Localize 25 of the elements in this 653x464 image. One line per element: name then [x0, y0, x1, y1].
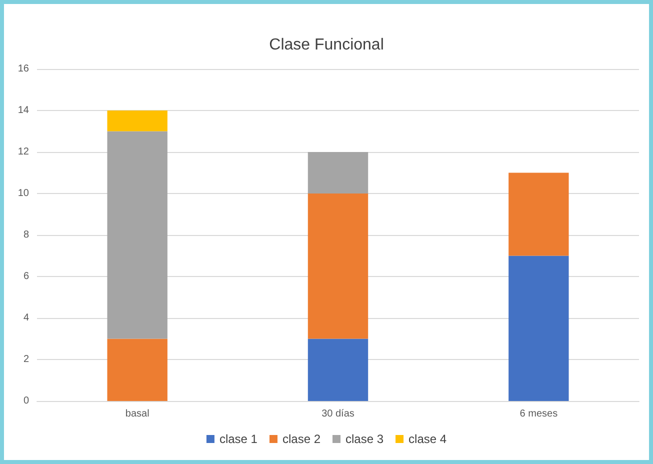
bar: [308, 152, 368, 194]
bar: [308, 338, 368, 401]
y-tick-label: 2: [23, 354, 30, 365]
legend-label: clase 3: [346, 432, 384, 446]
y-tick-label: 0: [23, 396, 30, 406]
bar: [508, 172, 569, 256]
y-tick-label: 6: [23, 271, 30, 282]
legend-label: clase 4: [408, 432, 447, 446]
bar: [107, 338, 168, 401]
y-tick-label: 12: [18, 146, 30, 158]
y-tick-label: 4: [23, 312, 30, 324]
bar: [508, 256, 569, 401]
y-tick-label: 10: [18, 188, 30, 199]
y-tick-label: 8: [23, 230, 30, 240]
legend-label: clase 2: [282, 432, 321, 446]
legend-label: clase 1: [219, 432, 258, 446]
bar: [308, 194, 368, 339]
x-tick-label: basal: [125, 408, 150, 420]
x-tick-label: 30 días: [322, 408, 354, 420]
chart-title: Clase Funcional: [269, 36, 384, 54]
y-tick-label: 16: [18, 64, 30, 74]
y-tick-label: 14: [18, 105, 30, 116]
bar: [107, 110, 168, 132]
bar: [107, 131, 168, 339]
x-tick-label: 6 meses: [520, 408, 558, 420]
